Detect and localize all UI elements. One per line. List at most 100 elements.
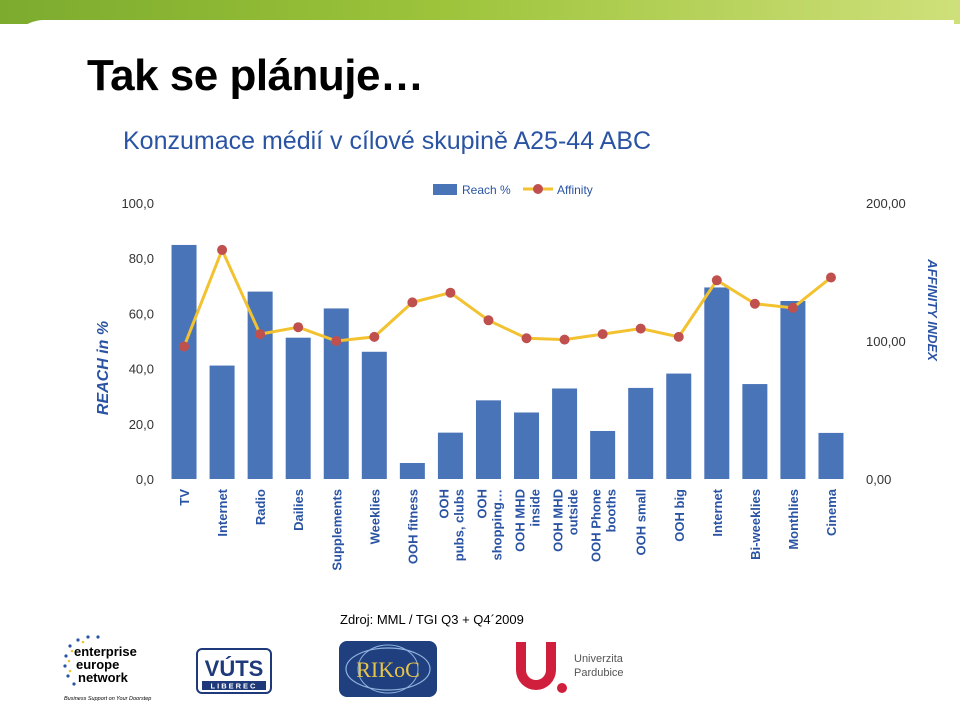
x-tick-label: OOH Phonebooths — [589, 489, 619, 562]
x-tick-label: Bi-weeklies — [748, 489, 763, 560]
data-source: Zdroj: MML / TGI Q3 + Q4´2009 — [340, 612, 524, 627]
y-left-tick-label: 20,0 — [129, 417, 154, 432]
affinity-point — [293, 322, 304, 333]
univerzita-pardubice-logo: Univerzita Pardubice — [516, 642, 624, 693]
x-tick-label: OOH MHDinside — [513, 489, 543, 552]
reach-bar — [590, 430, 616, 479]
y-left-tick-label: 80,0 — [129, 251, 154, 266]
x-tick-label-line: Weeklies — [367, 489, 382, 544]
reach-bar — [628, 387, 654, 479]
reach-bar — [437, 432, 463, 479]
svg-text:VÚTS: VÚTS — [205, 656, 264, 681]
affinity-point — [217, 244, 228, 255]
x-tick-label-line: OOH fitness — [405, 489, 420, 564]
affinity-point — [369, 331, 380, 342]
x-tick-label: Supplements — [329, 489, 344, 571]
x-tick-label: TV — [177, 489, 192, 506]
enterprise-europe-network-logo: enterprise europe network Business Suppo… — [63, 635, 151, 702]
reach-bar — [247, 291, 273, 479]
affinity-line — [179, 244, 836, 352]
reach-bar — [704, 287, 730, 479]
svg-text:enterprise: enterprise — [74, 644, 137, 659]
x-tick-label-line: pubs, clubs — [451, 489, 466, 561]
x-tick-label-line: OOH Phone — [589, 489, 604, 562]
title-panel — [8, 20, 954, 120]
x-tick-label-line: Radio — [253, 489, 268, 525]
y-left-tick-label: 40,0 — [129, 362, 154, 377]
vuts-logo: VÚTS LIBEREC — [196, 648, 272, 694]
x-tick-label-line: OOH small — [634, 489, 649, 555]
x-tick-label: OOH big — [672, 489, 687, 542]
legend-affinity-marker — [533, 184, 543, 194]
affinity-point — [749, 298, 760, 309]
x-tick-label-line: Internet — [215, 488, 230, 536]
svg-text:LIBEREC: LIBEREC — [211, 682, 258, 691]
reach-bar — [475, 400, 501, 479]
x-tick-label-line: outside — [566, 489, 581, 535]
affinity-point — [331, 336, 342, 346]
x-tick-label: OOHpubs, clubs — [436, 489, 466, 561]
x-tick-label: Monthlies — [786, 489, 801, 550]
reach-bar — [780, 300, 806, 479]
reach-bar — [818, 432, 844, 479]
x-axis-tick-labels: TV Internet Radio Dailies Supplements Weeklie… — [177, 488, 839, 570]
affinity-point — [521, 333, 532, 344]
y-axis-right-label: AFFINITY INDEX — [925, 258, 940, 362]
affinity-point — [255, 329, 266, 340]
reach-bar — [552, 388, 578, 479]
affinity-point — [483, 315, 494, 326]
svg-text:europe: europe — [76, 657, 119, 672]
x-tick-label-line: OOH MHD — [551, 489, 566, 552]
legend-reach-label: Reach % — [462, 183, 511, 197]
x-tick-label: OOH fitness — [405, 489, 420, 564]
y-left-tick-label: 60,0 — [129, 306, 154, 321]
reach-bar — [514, 412, 540, 479]
x-tick-label-line: TV — [177, 489, 192, 506]
reach-bar — [742, 384, 768, 479]
x-tick-label-line: booths — [604, 489, 619, 532]
affinity-point — [673, 331, 684, 342]
y-axis-left: 0,0 20,0 40,0 60,0 80,0 100,0 — [121, 196, 154, 487]
page-title: Tak se plánuje… — [87, 51, 424, 100]
x-tick-label-line: Supplements — [329, 489, 344, 571]
x-tick-label-line: Bi-weeklies — [748, 489, 763, 560]
y-right-tick-label: 0,00 — [866, 472, 891, 487]
x-tick-label-line: Dailies — [291, 489, 306, 531]
affinity-point — [711, 275, 722, 286]
legend-reach-swatch — [433, 184, 457, 195]
svg-text:RIKoC: RIKoC — [356, 657, 420, 682]
affinity-point — [825, 272, 836, 283]
x-tick-label: Internet — [710, 488, 725, 536]
reach-bar — [323, 308, 349, 479]
svg-text:network: network — [78, 670, 129, 685]
affinity-point — [179, 341, 190, 352]
chart-subtitle: Konzumace médií v cílové skupině A25-44 … — [123, 127, 652, 155]
x-tick-label: Radio — [253, 489, 268, 525]
reach-bar — [361, 351, 387, 479]
x-tick-label: Internet — [215, 488, 230, 536]
x-tick-label-line: Monthlies — [786, 489, 801, 550]
y-axis-right: 0,00 100,00 200,00 — [866, 196, 906, 487]
y-axis-left-label: REACH in % — [95, 321, 112, 415]
y-right-tick-label: 200,00 — [866, 196, 906, 211]
x-tick-label-line: Internet — [710, 488, 725, 536]
x-tick-label: Weeklies — [367, 489, 382, 544]
svg-text:Business Support on Your Doors: Business Support on Your Doorstep — [64, 696, 151, 702]
affinity-polyline — [182, 248, 832, 348]
x-tick-label-line: Cinema — [824, 488, 839, 536]
combo-chart: 0,0 20,0 40,0 60,0 80,0 100,0 0,00 100,00 200,0… — [95, 183, 940, 571]
reach-bar — [171, 244, 197, 479]
affinity-point — [445, 287, 456, 298]
reach-bars — [171, 244, 844, 479]
affinity-point — [597, 329, 608, 340]
x-tick-label: OOHshopping… — [474, 489, 504, 561]
y-left-tick-label: 0,0 — [136, 472, 154, 487]
y-left-tick-label: 100,0 — [121, 196, 154, 211]
legend-affinity-label: Affinity — [557, 183, 593, 197]
reach-bar — [666, 373, 692, 479]
affinity-point — [635, 323, 646, 334]
svg-text:Univerzita: Univerzita — [574, 653, 624, 665]
x-tick-label: Dailies — [291, 489, 306, 531]
reach-bar — [399, 462, 425, 479]
affinity-point — [559, 334, 570, 345]
